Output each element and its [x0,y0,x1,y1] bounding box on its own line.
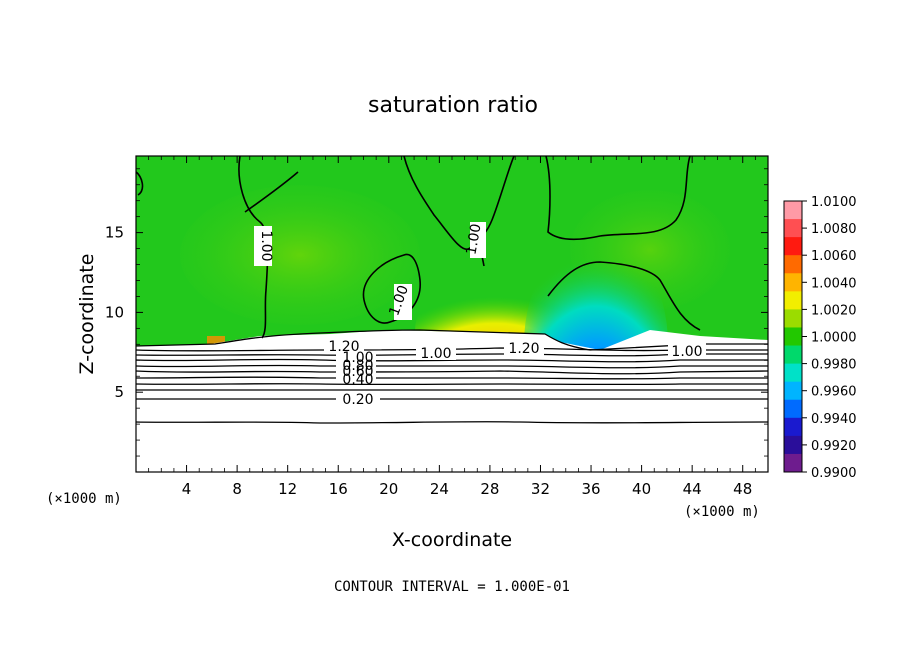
colorbar-label: 1.0060 [811,249,857,264]
colorbar-swatch [784,345,802,365]
colorbar-label: 0.9900 [811,466,857,481]
contour-label: 0.40 [342,372,373,388]
contour-label: 1.00 [463,223,484,256]
colorbar-label: 1.0100 [811,195,857,210]
colorbar-swatch [784,453,802,473]
colorbar-swatch [784,219,802,238]
x-tick-label: 24 [430,480,449,498]
colorbar-label: 0.9960 [811,385,857,400]
x-tick-label: 20 [379,480,398,498]
colorbar-swatch [784,291,802,310]
contour-label: 1.00 [420,346,451,362]
colorbar-swatch [784,399,802,419]
x-axis-label: X-coordinate [392,529,512,551]
contour-label: 1.20 [508,341,539,357]
colorbar-label: 1.0040 [811,276,857,291]
x-tick-label: 4 [182,480,192,498]
colorbar-swatch [784,363,802,383]
contour-label: 0.20 [342,392,373,408]
x-tick-label: 32 [531,480,550,498]
colorbar-swatch [784,273,802,292]
x-axis-unit-right: (×1000 m) [684,504,760,520]
y-tick-label: 15 [105,224,124,242]
x-tick-label: 8 [232,480,242,498]
y-tick-label: 10 [105,303,124,321]
contour-label: 0.80 [342,358,373,374]
colorbar-label: 0.9920 [811,439,857,454]
colorbar-swatch [784,381,802,401]
colorbar-swatch [784,255,802,274]
colorbar-label: 0.9940 [811,412,857,427]
x-tick-label: 48 [733,480,752,498]
x-tick-label: 36 [581,480,600,498]
x-axis-unit-left: (×1000 m) [46,491,122,507]
y-axis: 5 10 15 [105,168,768,457]
colorbar-swatch [784,237,802,256]
contour-interval-note: CONTOUR INTERVAL = 1.000E-01 [334,579,570,595]
contour-label: 1.00 [258,230,274,261]
y-tick-label: 5 [114,383,124,401]
colorbar-label: 1.0080 [811,222,857,237]
contour-label-bgs [254,222,706,408]
x-tick-label: 40 [632,480,651,498]
colorbar-swatch [784,201,802,220]
contour-label: 1.00 [342,350,373,366]
x-tick-label: 44 [683,480,702,498]
colorbar: 1.0100 1.0080 1.0060 1.0040 1.0020 1.0000 0.99… [783,195,857,481]
colorbar-label: 1.0020 [811,303,857,318]
colorbar-swatch [784,309,802,328]
x-tick-label: 12 [278,480,297,498]
heatmap-field [136,156,768,472]
colorbar-label: 0.9980 [811,358,857,373]
x-tick-label: 28 [480,480,499,498]
colorbar-swatch [784,327,802,347]
contour-label: 1.00 [671,344,702,360]
contour-label: 0.60 [342,364,373,380]
y-axis-label: Z-coordinate [76,254,98,375]
x-tick-label: 16 [329,480,348,498]
colorbar-label: 1.0000 [811,331,857,346]
colorbar-swatch [784,435,802,455]
x-axis: 4 8 12 16 20 24 28 32 36 40 44 48 [148,156,756,498]
chart-title: saturation ratio [368,93,538,118]
contour-label: 1.20 [328,339,359,355]
colorbar-swatch [784,417,802,437]
